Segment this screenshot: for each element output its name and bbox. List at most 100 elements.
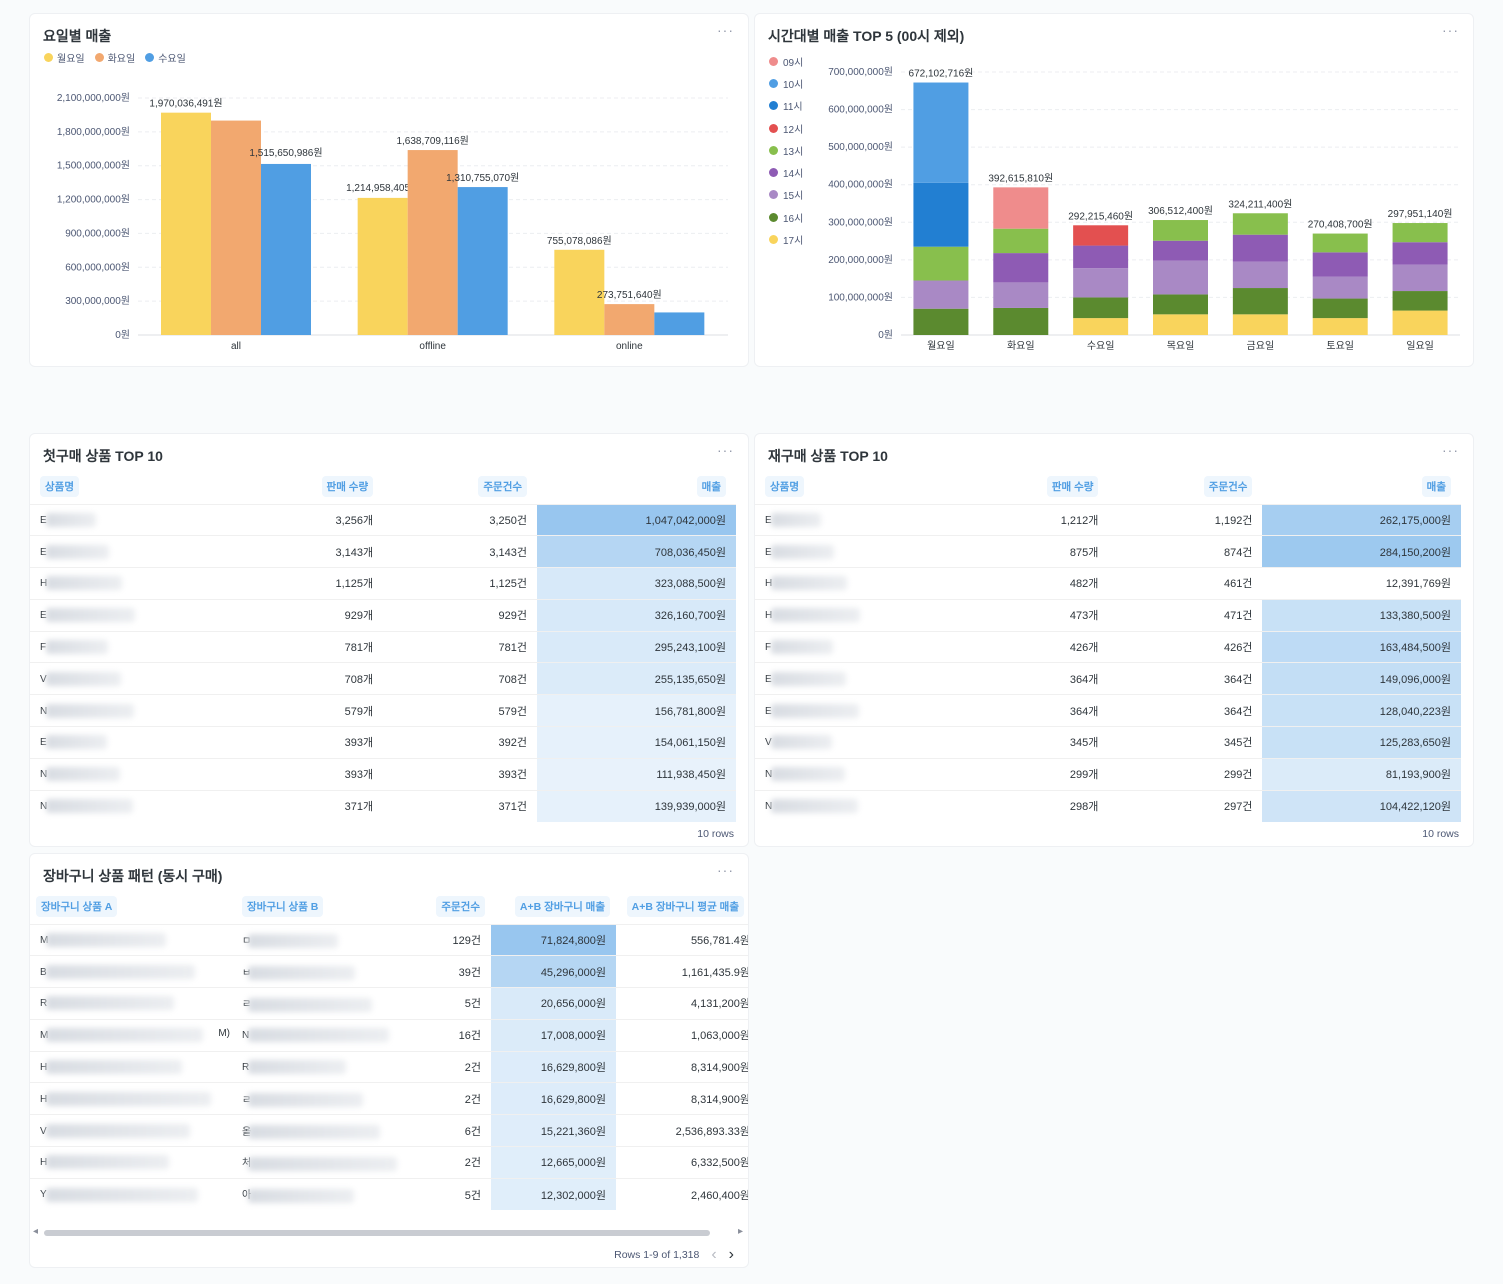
product-b-cell[interactable]: N xyxy=(236,1018,411,1052)
product-a-cell[interactable]: H xyxy=(30,1082,236,1115)
legend-item[interactable]: 13시 xyxy=(769,139,803,161)
column-header[interactable]: 상품명 xyxy=(755,470,870,504)
product-b-cell[interactable]: R xyxy=(236,1050,411,1083)
table-row[interactable]: E 1,212개 1,192건 262,175,000원 xyxy=(755,503,1461,536)
table-row[interactable]: V 345개 345건 125,283,650원 xyxy=(755,726,1461,759)
table-row[interactable]: E 393개 392건 154,061,150원 xyxy=(30,726,736,759)
table-row[interactable]: N 299개 299건 81,193,900원 xyxy=(755,757,1461,791)
product-a-cell[interactable]: M M) xyxy=(30,1018,236,1052)
legend-item[interactable]: 화요일 xyxy=(94,50,135,65)
table-row[interactable]: E 875개 874건 284,150,200원 xyxy=(755,535,1461,568)
product-a-cell[interactable]: H xyxy=(30,1050,236,1083)
table-row[interactable]: M M) N 16건 17,008,000원 1,063,000원 xyxy=(30,1018,748,1052)
prev-page-icon[interactable]: ‹ xyxy=(711,1246,717,1263)
column-header[interactable]: 판매 수량 xyxy=(870,470,1108,504)
table-row[interactable]: E 364개 364건 149,096,000원 xyxy=(755,662,1461,695)
column-header[interactable]: 주문건수 xyxy=(383,470,537,504)
product-name-cell[interactable]: V xyxy=(755,726,870,759)
legend-item[interactable]: 15시 xyxy=(769,184,803,206)
product-name-cell[interactable]: N xyxy=(755,789,870,822)
more-options-icon[interactable]: ··· xyxy=(717,862,734,878)
scroll-right-icon[interactable]: ▸ xyxy=(738,1226,744,1237)
table-row[interactable]: E 3,143개 3,143건 708,036,450원 xyxy=(30,535,736,568)
table-row[interactable]: N 393개 393건 111,938,450원 xyxy=(30,757,736,791)
legend-item[interactable]: 17시 xyxy=(769,228,803,250)
more-options-icon[interactable]: ··· xyxy=(1442,442,1459,458)
column-header[interactable]: A+B 장바구니 평균 매출 xyxy=(616,890,748,924)
table-row[interactable]: N 579개 579건 156,781,800원 xyxy=(30,694,736,727)
table-row[interactable]: H R 2건 16,629,800원 8,314,900원 xyxy=(30,1050,748,1083)
column-header[interactable]: A+B 장바구니 매출 xyxy=(491,890,616,924)
product-name-cell[interactable]: E xyxy=(755,503,870,536)
table-row[interactable]: N 371개 371건 139,939,000원 xyxy=(30,789,736,822)
table-row[interactable]: Y 아 5건 12,302,000원 2,460,400원 xyxy=(30,1177,748,1211)
product-b-cell[interactable]: 올 xyxy=(236,1114,411,1147)
product-name-cell[interactable]: H xyxy=(755,598,870,632)
product-name-cell[interactable]: E xyxy=(755,694,870,727)
table-row[interactable]: H ㄹ 2건 16,629,800원 8,314,900원 xyxy=(30,1082,748,1115)
product-b-cell[interactable]: 처 xyxy=(236,1146,411,1179)
product-a-cell[interactable]: H xyxy=(30,1146,236,1179)
table-row[interactable]: E 929개 929건 326,160,700원 xyxy=(30,598,736,632)
product-a-cell[interactable]: V xyxy=(30,1114,236,1147)
table-row[interactable]: H 482개 461건 12,391,769원 xyxy=(755,567,1461,600)
legend-item[interactable]: 10시 xyxy=(769,72,803,94)
column-header[interactable]: 장바구니 상품 A xyxy=(30,890,236,924)
next-page-icon[interactable]: › xyxy=(728,1246,734,1263)
product-name-cell[interactable]: E xyxy=(30,503,145,536)
table-row[interactable]: V 올 6건 15,221,360원 2,536,893.33원 xyxy=(30,1114,748,1147)
product-name-cell[interactable]: E xyxy=(30,535,145,568)
product-name-cell[interactable]: F xyxy=(30,630,145,663)
product-name-cell[interactable]: V xyxy=(30,662,145,695)
legend-item[interactable]: 09시 xyxy=(769,50,803,72)
legend-item[interactable]: 16시 xyxy=(769,206,803,228)
product-b-cell[interactable]: ㄹ xyxy=(236,987,411,1020)
column-header[interactable]: 판매 수량 xyxy=(145,470,383,504)
horizontal-scrollbar[interactable] xyxy=(44,1230,710,1236)
product-name-cell[interactable]: E xyxy=(30,726,145,759)
legend-item[interactable]: 12시 xyxy=(769,117,803,139)
product-b-cell[interactable]: ㄹ xyxy=(236,1082,411,1115)
product-name-cell[interactable]: N xyxy=(30,789,145,822)
table-row[interactable]: H 1,125개 1,125건 323,088,500원 xyxy=(30,567,736,600)
table-row[interactable]: E 3,256개 3,250건 1,047,042,000원 xyxy=(30,503,736,536)
product-name-cell[interactable]: H xyxy=(755,567,870,600)
product-name-cell[interactable]: F xyxy=(755,630,870,663)
product-b-cell[interactable]: ㅁ xyxy=(236,923,411,956)
column-header[interactable]: 주문건수 xyxy=(1108,470,1262,504)
table-row[interactable]: H 473개 471건 133,380,500원 xyxy=(755,598,1461,632)
column-header[interactable]: 주문건수 xyxy=(411,890,491,924)
product-name-cell[interactable]: E xyxy=(755,662,870,695)
product-a-cell[interactable]: R xyxy=(30,987,236,1020)
product-name-cell[interactable]: E xyxy=(30,598,145,632)
legend-item[interactable]: 월요일 xyxy=(44,50,85,65)
product-name-cell[interactable]: E xyxy=(755,535,870,568)
product-b-cell[interactable]: ㅂ xyxy=(236,955,411,988)
product-name-cell[interactable]: N xyxy=(755,757,870,791)
legend-item[interactable]: 수요일 xyxy=(145,50,186,65)
table-row[interactable]: H 처 2건 12,665,000원 6,332,500원 xyxy=(30,1146,748,1179)
more-options-icon[interactable]: ··· xyxy=(717,442,734,458)
column-header[interactable]: 매출 xyxy=(1262,470,1461,504)
table-row[interactable]: F 781개 781건 295,243,100원 xyxy=(30,630,736,663)
product-name-cell[interactable]: H xyxy=(30,567,145,600)
product-a-cell[interactable]: B xyxy=(30,955,236,988)
product-name-cell[interactable]: N xyxy=(30,694,145,727)
product-name-cell[interactable]: N xyxy=(30,757,145,791)
table-row[interactable]: R ㄹ 5건 20,656,000원 4,131,200원 xyxy=(30,987,748,1020)
scroll-left-icon[interactable]: ◂ xyxy=(33,1226,39,1237)
table-row[interactable]: F 426개 426건 163,484,500원 xyxy=(755,630,1461,663)
table-row[interactable]: V 708개 708건 255,135,650원 xyxy=(30,662,736,695)
column-header[interactable]: 장바구니 상품 B xyxy=(236,890,411,924)
table-row[interactable]: M ㅁ 129건 71,824,800원 556,781.4원 xyxy=(30,923,748,956)
column-header[interactable]: 상품명 xyxy=(30,470,145,504)
product-a-cell[interactable]: M xyxy=(30,923,236,956)
column-header[interactable]: 매출 xyxy=(537,470,736,504)
table-row[interactable]: N 298개 297건 104,422,120원 xyxy=(755,789,1461,822)
more-options-icon[interactable]: ··· xyxy=(1442,22,1459,38)
table-row[interactable]: B ㅂ 39건 45,296,000원 1,161,435.9원 xyxy=(30,955,748,988)
product-b-cell[interactable]: 아 xyxy=(236,1177,411,1211)
more-options-icon[interactable]: ··· xyxy=(717,22,734,38)
legend-item[interactable]: 11시 xyxy=(769,95,803,117)
table-row[interactable]: E 364개 364건 128,040,223원 xyxy=(755,694,1461,727)
